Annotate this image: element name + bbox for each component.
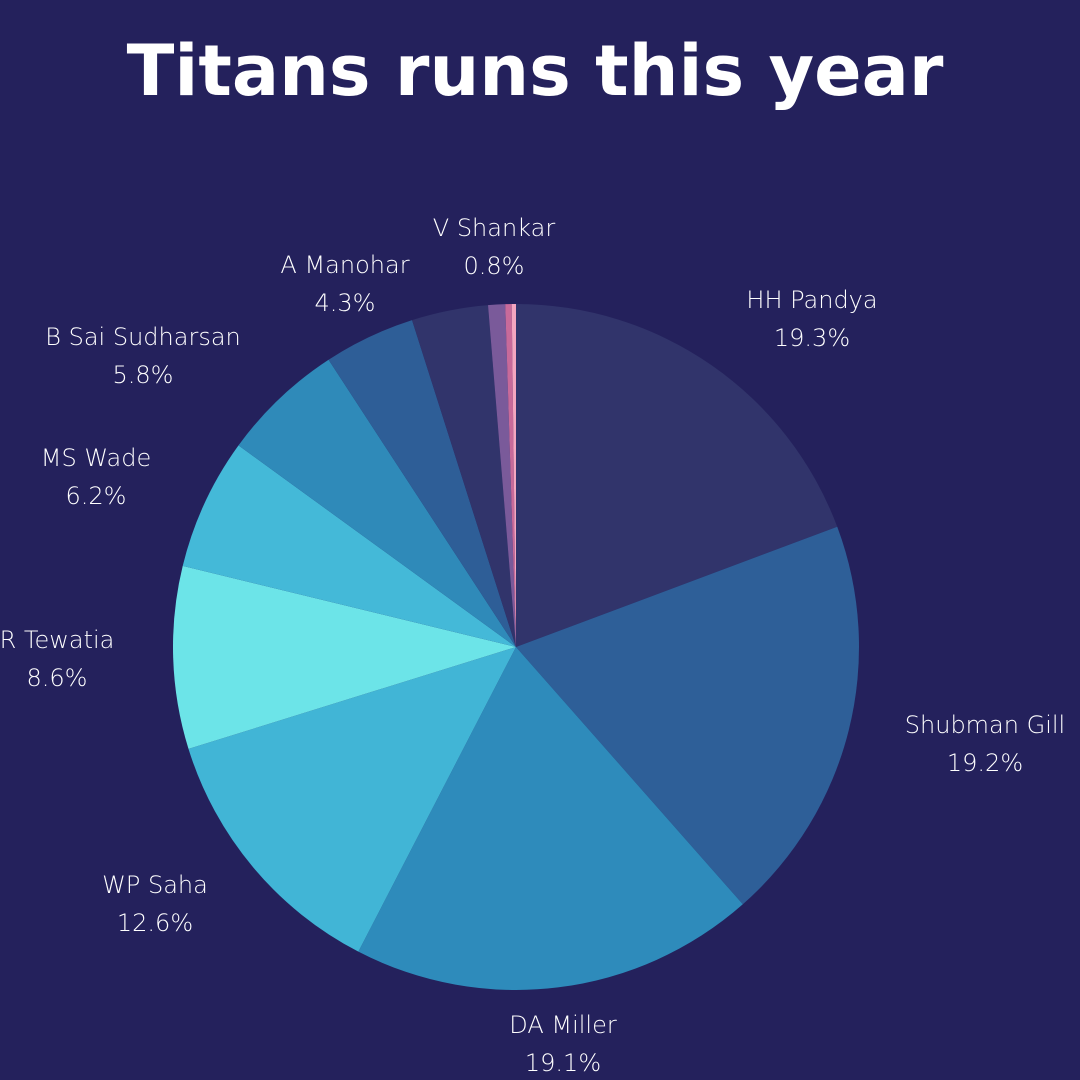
pie-slice	[505, 304, 516, 647]
slice-label: DA Miller	[509, 1011, 617, 1039]
slice-label: Shubman Gill	[905, 711, 1065, 739]
slice-label: WP Saha	[102, 871, 208, 899]
slice-value-label: 8.6%	[27, 664, 88, 692]
pie-slice	[488, 304, 516, 647]
pie	[173, 304, 859, 990]
pie-slice	[328, 320, 516, 647]
slice-value-label: 19.3%	[774, 324, 850, 352]
pie-slice	[238, 359, 516, 647]
pie-slice	[516, 526, 859, 905]
slice-label: V Shankar	[433, 214, 556, 242]
pie-slice	[173, 565, 516, 749]
pie-slice	[358, 647, 743, 990]
slice-label: MS Wade	[41, 444, 151, 472]
slice-value-label: 4.3%	[315, 289, 376, 317]
slice-label: HH Pandya	[746, 286, 877, 314]
slice-value-label: 12.6%	[117, 909, 193, 937]
slice-value-label: 6.2%	[66, 482, 127, 510]
slice-label: R Tewatia	[0, 626, 114, 654]
slice-value-label: 19.2%	[947, 749, 1023, 777]
slice-value-label: 19.1%	[525, 1049, 601, 1077]
pie-slice	[412, 305, 516, 647]
slice-value-label: 5.8%	[113, 361, 174, 389]
chart-title: Titans runs this year	[127, 30, 944, 112]
pie-slice	[516, 304, 838, 647]
pie-labels: HH Pandya 19.3% Shubman Gill 19.2% DA Miller…	[0, 214, 1065, 1077]
pie-slice	[182, 445, 516, 647]
pie-slice	[511, 304, 516, 647]
slice-value-label: 0.8%	[464, 252, 525, 280]
slice-label: B Sai Sudharsan	[45, 323, 240, 351]
slice-label: A Manohar	[280, 251, 409, 279]
pie-slice	[188, 647, 517, 952]
